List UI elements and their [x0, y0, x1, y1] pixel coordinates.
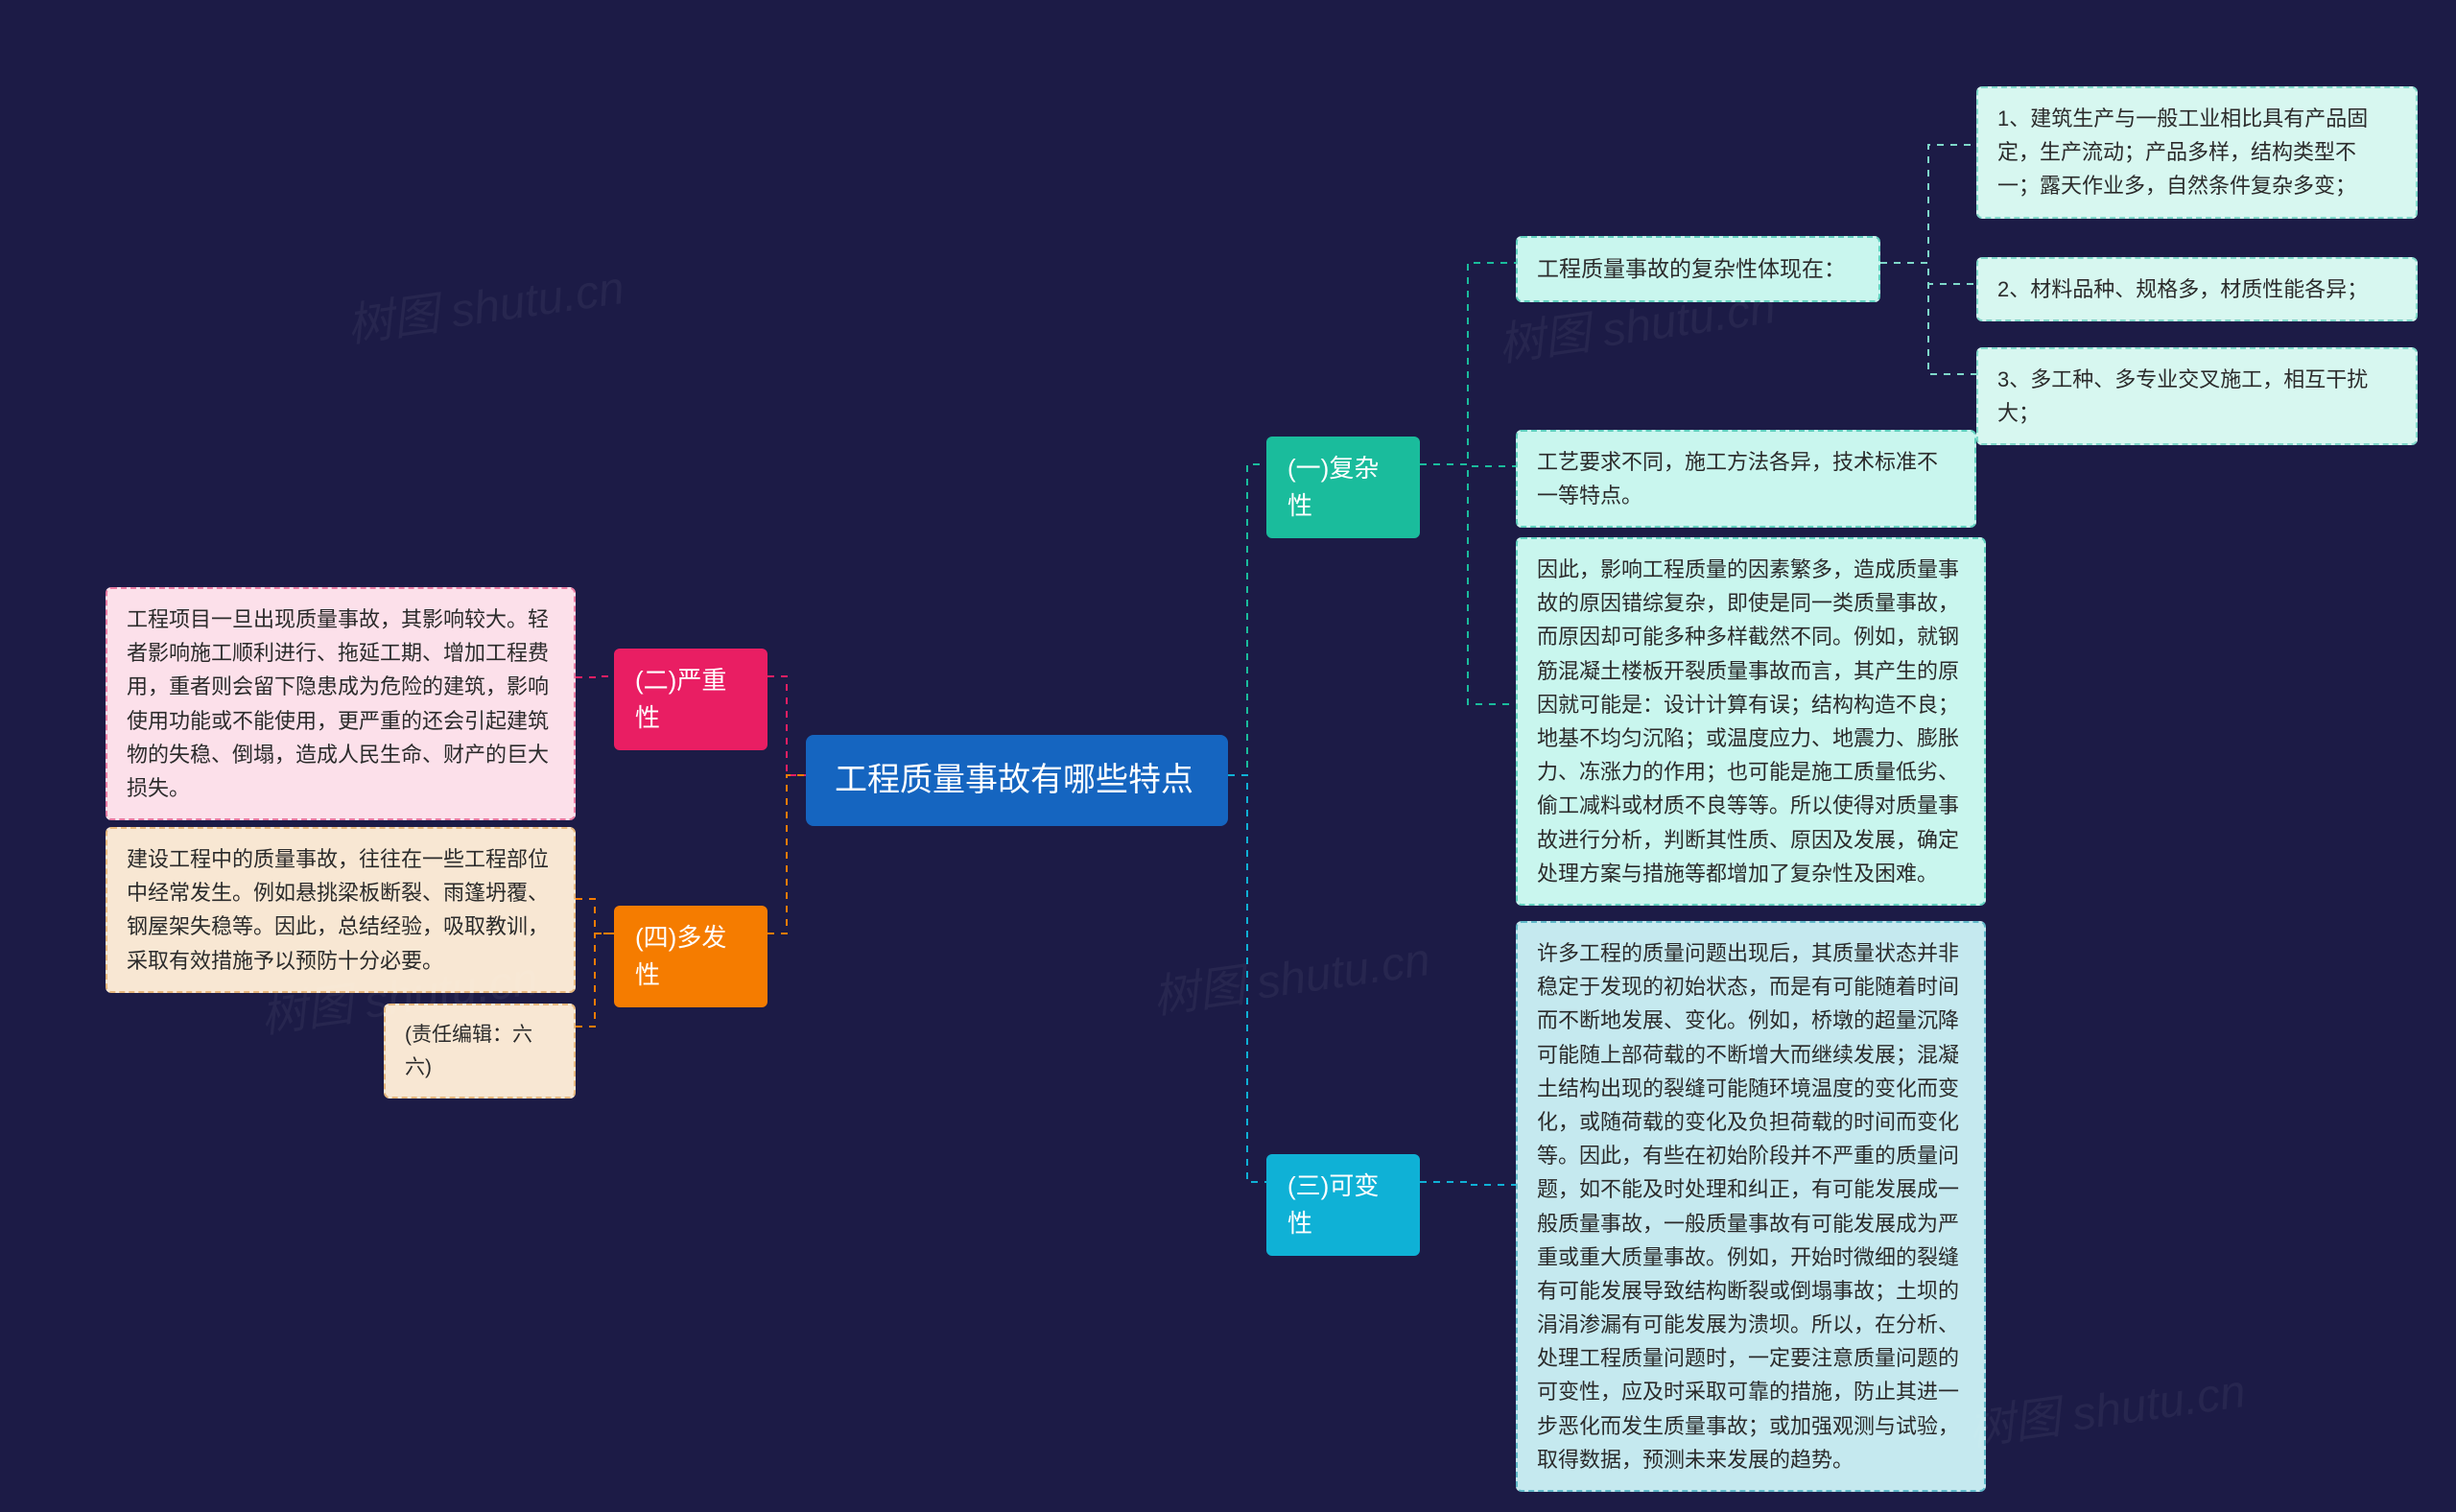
- watermark: 树图 shutu.cn: [1148, 921, 1434, 1027]
- leaf-b1c1c: 3、多工种、多专业交叉施工，相互干扰大；: [1976, 347, 2418, 445]
- leaf-b4c1: 建设工程中的质量事故，往往在一些工程部位中经常发生。例如悬挑梁板断裂、雨篷坍覆、…: [106, 827, 576, 993]
- branch-complexity: (一)复杂性: [1266, 437, 1420, 538]
- leaf-b4c2: (责任编辑：六六): [384, 1004, 576, 1099]
- leaf-b3c1: 许多工程的质量问题出现后，其质量状态并非稳定于发现的初始状态，而是有可能随着时间…: [1516, 921, 1986, 1492]
- mindmap-stage: 工程质量事故有哪些特点 (一)复杂性 工程质量事故的复杂性体现在： 1、建筑生产…: [0, 0, 2456, 1512]
- branch-frequency: (四)多发性: [614, 906, 768, 1007]
- branch-severity: (二)严重性: [614, 649, 768, 750]
- watermark: 树图 shutu.cn: [342, 249, 628, 355]
- leaf-b1c1b: 2、材料品种、规格多，材质性能各异；: [1976, 257, 2418, 321]
- watermark: 树图 shutu.cn: [1964, 1353, 2250, 1458]
- leaf-b1c3: 因此，影响工程质量的因素繁多，造成质量事故的原因错综复杂，即使是同一类质量事故，…: [1516, 537, 1986, 906]
- leaf-b1c2: 工艺要求不同，施工方法各异，技术标准不一等特点。: [1516, 430, 1976, 528]
- leaf-b1c1: 工程质量事故的复杂性体现在：: [1516, 236, 1880, 302]
- leaf-b1c1a: 1、建筑生产与一般工业相比具有产品固定，生产流动；产品多样，结构类型不一；露天作…: [1976, 86, 2418, 219]
- leaf-b2c1: 工程项目一旦出现质量事故，其影响较大。轻者影响施工顺利进行、拖延工期、增加工程费…: [106, 587, 576, 820]
- center-topic: 工程质量事故有哪些特点: [806, 735, 1228, 826]
- branch-variability: (三)可变性: [1266, 1154, 1420, 1256]
